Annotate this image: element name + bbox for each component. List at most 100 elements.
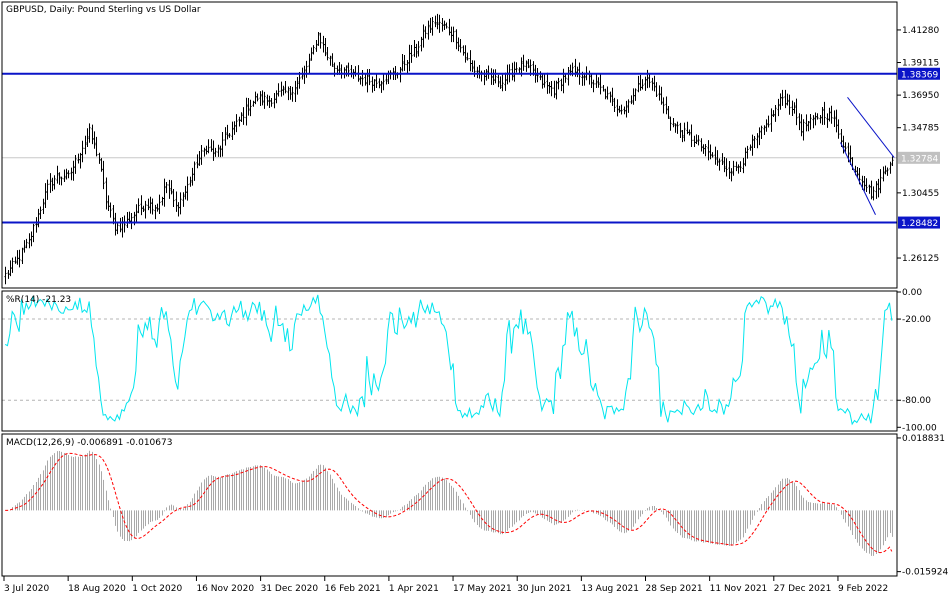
price-candle — [371, 76, 374, 93]
price-axis-tick-label: 1.39115 — [902, 59, 939, 69]
price-candle — [632, 88, 635, 105]
price-candle — [844, 142, 847, 152]
price-candle — [522, 54, 525, 71]
price-candle — [424, 26, 427, 39]
price-candle — [294, 80, 297, 103]
price-candle — [98, 152, 101, 164]
price-candle — [536, 67, 539, 83]
price-candle — [599, 74, 602, 95]
price-candle — [436, 13, 439, 30]
price-candle — [865, 178, 868, 192]
wpr-panel-title: %R(14) -21.23 — [6, 295, 71, 305]
price-candle — [140, 195, 143, 216]
price-candle — [413, 40, 416, 57]
price-candle — [567, 67, 570, 86]
price-candle — [380, 80, 383, 93]
price-candle — [770, 108, 773, 132]
price-candle — [63, 169, 66, 182]
price-candle — [672, 118, 675, 128]
price-candle — [849, 145, 852, 165]
wpr-panel-frame — [1, 290, 898, 432]
price-candle — [450, 26, 453, 43]
price-candle — [690, 124, 693, 147]
price-candle — [142, 205, 145, 212]
price-candle — [891, 156, 894, 167]
price-candle — [275, 90, 278, 104]
price-candle — [249, 99, 252, 117]
price-axis-tick-label: 1.41280 — [902, 26, 939, 36]
price-candle — [485, 68, 488, 81]
price-candle — [655, 82, 658, 97]
price-candle — [679, 122, 682, 139]
price-candle — [730, 168, 733, 182]
price-candle — [798, 113, 801, 131]
price-candle — [518, 67, 521, 74]
price-candle — [499, 76, 502, 89]
price-candle — [310, 47, 313, 61]
price-candle — [819, 114, 822, 124]
price-candle — [74, 155, 77, 174]
date-axis-label: 30 Jun 2021 — [517, 584, 571, 594]
price-candle — [889, 161, 892, 174]
price-candle — [760, 125, 763, 139]
price-candle — [361, 70, 364, 87]
price-candle — [751, 134, 754, 156]
price-candle — [658, 85, 661, 101]
price-candle — [147, 198, 150, 211]
price-candle — [221, 131, 224, 157]
price-candle — [161, 196, 164, 206]
price-candle — [884, 165, 887, 175]
price-candle — [105, 177, 108, 210]
price-candle — [725, 158, 728, 177]
price-candle — [707, 140, 710, 161]
date-axis-label: 16 Feb 2021 — [325, 584, 381, 594]
price-candle — [373, 79, 376, 91]
price-candle — [135, 204, 138, 223]
price-candle — [688, 129, 691, 136]
price-axis-tick-label: 1.34785 — [902, 124, 939, 134]
price-candle — [107, 195, 110, 212]
price-candle — [618, 105, 621, 113]
price-candle — [728, 160, 731, 179]
price-candle — [842, 135, 845, 154]
price-candle — [329, 55, 332, 66]
price-candle — [816, 113, 819, 120]
price-candle — [501, 74, 504, 92]
wpr-panel — [2, 294, 897, 426]
price-candle — [338, 62, 341, 75]
price-candle — [21, 247, 24, 264]
price-candle — [833, 110, 836, 128]
price-candle — [151, 198, 154, 215]
price-candle — [497, 74, 500, 88]
price-candle — [590, 74, 593, 88]
price-candle — [81, 140, 84, 163]
price-candle — [58, 172, 61, 185]
date-axis-label: 31 Dec 2020 — [261, 584, 319, 594]
price-candle — [401, 54, 404, 72]
price-candle — [802, 119, 805, 141]
current-price-label-box — [898, 151, 940, 164]
price-candle — [702, 144, 705, 154]
price-candle — [625, 100, 628, 118]
price-candle — [700, 138, 703, 152]
price-candle — [198, 151, 201, 166]
price-candle — [459, 39, 462, 53]
price-candle — [784, 89, 787, 109]
price-candle — [583, 72, 586, 86]
price-candle — [32, 223, 35, 243]
trendline-lower — [840, 142, 876, 215]
price-candle — [217, 144, 220, 157]
price-candle — [322, 35, 325, 53]
price-candle — [277, 83, 280, 97]
price-candle — [212, 140, 215, 161]
level-label-box — [898, 216, 940, 229]
price-candle — [224, 127, 227, 146]
price-candle — [240, 112, 243, 122]
level-label-box — [898, 67, 940, 80]
price-candle — [441, 17, 444, 32]
price-candle — [746, 145, 749, 159]
price-candle — [65, 168, 68, 180]
price-candle — [823, 101, 826, 125]
price-candle — [868, 184, 871, 194]
